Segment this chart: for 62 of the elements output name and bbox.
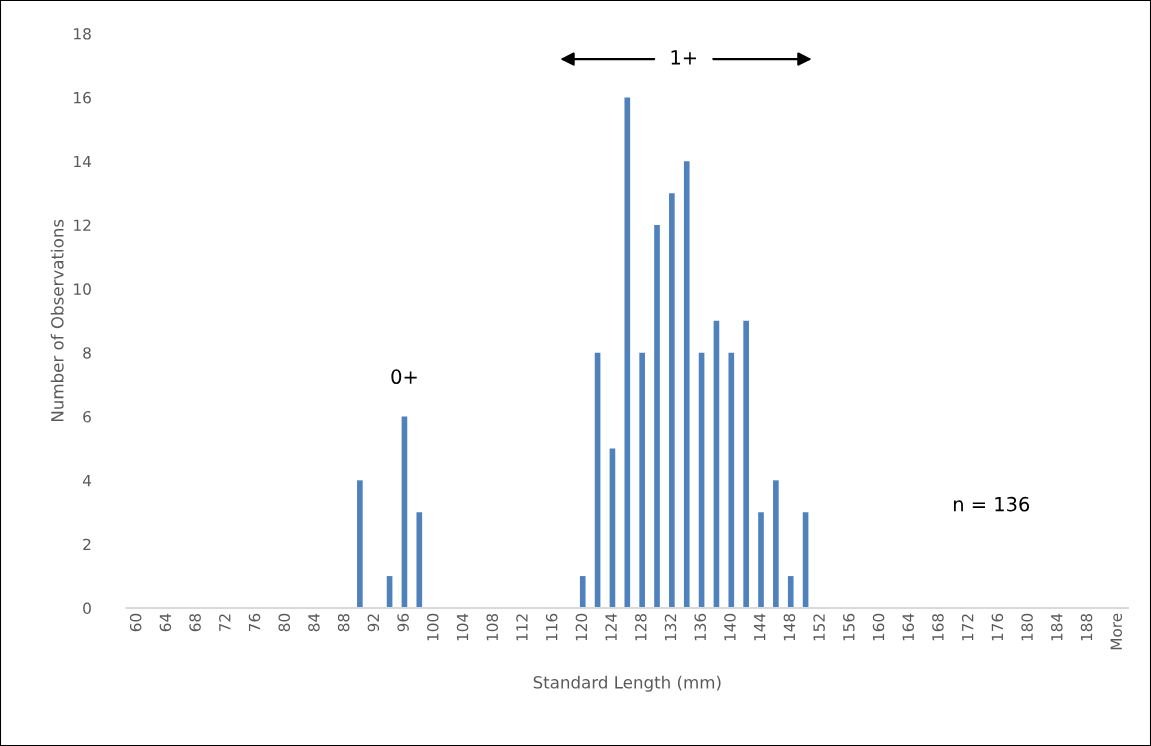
x-tick-label: 88 [337, 613, 350, 632]
x-tick-label: 132 [664, 614, 677, 641]
bar [579, 576, 586, 608]
x-tick-label: 108 [486, 613, 499, 641]
x-tick-label: 116 [545, 613, 558, 641]
bar [639, 352, 645, 608]
x-tick-label: 72 [219, 614, 231, 632]
y-tick-label: 10 [74, 283, 91, 295]
y-tick-label: 18 [74, 28, 91, 40]
bar [669, 193, 675, 608]
x-tick-label: 104 [456, 613, 469, 641]
y-tick-label: 6 [83, 410, 91, 423]
x-tick-label: 96 [397, 613, 409, 632]
x-tick-label: 84 [308, 613, 320, 632]
x-tick-label: 176 [991, 613, 1004, 641]
x-tick-label: 80 [278, 613, 291, 632]
bar [728, 352, 735, 608]
annotation: 1+ [671, 50, 697, 65]
x-tick-label: 92 [367, 614, 380, 632]
x-tick-label: 120 [575, 613, 588, 641]
x-tick-label: 168 [932, 613, 944, 641]
x-tick-label: 60 [129, 613, 142, 632]
x-tick-label: 164 [902, 613, 915, 641]
x-tick-label: 160 [872, 613, 885, 641]
x-tick-label: 76 [248, 613, 261, 632]
bar [758, 512, 764, 608]
y-tick-label: 14 [74, 155, 92, 168]
bar [773, 480, 779, 608]
x-tick-label: 136 [694, 613, 707, 641]
x-tick-label: 68 [189, 613, 201, 632]
x-tick-label: 100 [427, 613, 439, 641]
x-axis-title: Standard Length (mm) [533, 675, 721, 692]
x-tick-label: 188 [1080, 613, 1093, 641]
y-tick-label: 12 [74, 219, 91, 231]
x-tick-label: 180 [1021, 613, 1033, 641]
x-tick-label: 124 [605, 613, 617, 641]
y-tick-label: 16 [74, 91, 91, 104]
x-tick-label: 148 [783, 613, 796, 641]
bar [416, 512, 423, 608]
y-tick-label: 4 [82, 475, 92, 487]
y-tick-label: 8 [83, 347, 91, 359]
bar [787, 576, 794, 608]
x-tick-label: 140 [724, 613, 736, 641]
bar [624, 97, 631, 608]
x-tick-label: 172 [961, 614, 974, 641]
x-tick-label: 64 [159, 613, 172, 632]
x-tick-label: 184 [1051, 613, 1063, 641]
x-tick-label: 152 [813, 614, 825, 641]
y-tick-label: 0 [83, 602, 91, 615]
x-tick-label: 128 [635, 613, 647, 641]
x-tick-label: 112 [516, 614, 528, 641]
annotation: n = 136 [954, 496, 1030, 512]
x-tick-label: 144 [754, 613, 766, 641]
bar [654, 225, 660, 608]
y-tick-label: 2 [83, 538, 91, 550]
bar [357, 480, 363, 608]
x-tick-label: 156 [843, 613, 855, 641]
bar [683, 161, 690, 608]
x-tick-label: More [1110, 613, 1123, 650]
bar [743, 320, 749, 608]
y-axis-title: Number of Observations [50, 219, 64, 422]
annotation: 0+ [391, 369, 417, 385]
